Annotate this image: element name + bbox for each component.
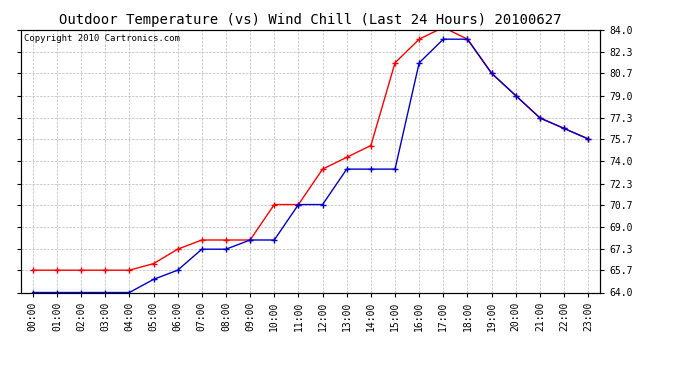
Title: Outdoor Temperature (vs) Wind Chill (Last 24 Hours) 20100627: Outdoor Temperature (vs) Wind Chill (Las… (59, 13, 562, 27)
Text: Copyright 2010 Cartronics.com: Copyright 2010 Cartronics.com (23, 34, 179, 43)
